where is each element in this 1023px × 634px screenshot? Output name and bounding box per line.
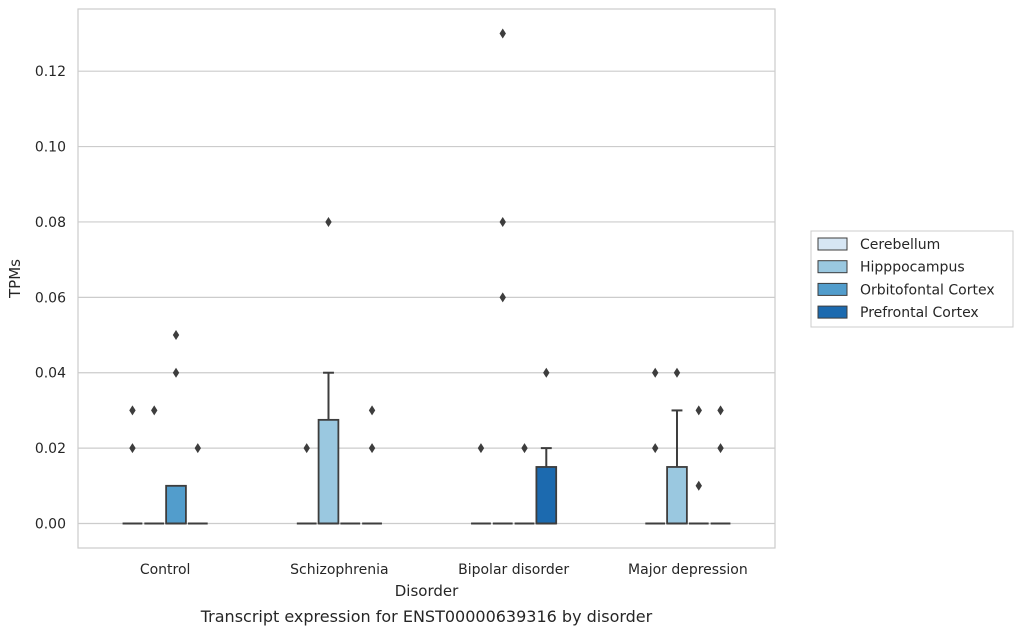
- box-hipppocampus: [666, 409, 688, 525]
- y-tick-label: 0.00: [35, 517, 66, 533]
- legend-swatch: [817, 282, 848, 296]
- legend-label: Orbitofontal Cortex: [860, 282, 995, 298]
- x-tick-label: Major depression: [628, 562, 748, 578]
- y-tick-label: 0.10: [35, 140, 66, 156]
- y-axis-title: TPMs: [6, 259, 24, 299]
- outlier-point: [368, 443, 376, 454]
- legend-label: Hipppocampus: [860, 260, 965, 276]
- grid-lines: [78, 70, 775, 525]
- outlier-point: [499, 216, 506, 227]
- y-tick-label: 0.12: [35, 64, 66, 80]
- outlier-point: [303, 443, 310, 454]
- outlier-point: [368, 405, 376, 416]
- legend: Cerebellum Hipppocampus Orbitofontal Corte…: [810, 230, 1014, 328]
- outlier-point: [499, 28, 506, 39]
- outlier-point: [129, 443, 136, 454]
- box-orbitofontal-cortex: [165, 484, 187, 525]
- legend-label: Cerebellum: [860, 237, 940, 253]
- outlier-point: [499, 292, 506, 303]
- outlier-point: [325, 216, 332, 227]
- x-axis-title: Disorder: [395, 582, 459, 600]
- outlier-point: [194, 443, 201, 454]
- plot-frame: [77, 8, 776, 549]
- y-tick-label: 0.08: [35, 215, 66, 231]
- box-hipppocampus: [317, 371, 340, 525]
- box-prefrontal-cortex: [535, 447, 558, 525]
- outlier-point: [652, 443, 659, 454]
- outliers: [129, 28, 724, 491]
- legend-label: Prefrontal Cortex: [860, 305, 979, 321]
- y-tick-labels: 0.00 0.02 0.04 0.06 0.08 0.10 0.12: [35, 64, 66, 532]
- outlier-point: [543, 367, 550, 378]
- outlier-point: [477, 443, 485, 454]
- legend-swatch: [817, 237, 848, 251]
- outlier-point: [695, 480, 702, 491]
- outlier-point: [129, 405, 136, 416]
- box-body: [666, 466, 688, 525]
- outlier-point: [172, 367, 180, 378]
- x-tick-label: Control: [140, 562, 191, 578]
- y-tick-label: 0.02: [35, 441, 66, 457]
- outlier-point: [673, 367, 681, 378]
- boxes: [122, 371, 731, 525]
- chart-caption: Transcript expression for ENST0000063931…: [200, 607, 653, 626]
- legend-swatch: [817, 305, 848, 319]
- x-tick-label: Schizophrenia: [290, 562, 388, 578]
- outlier-point: [521, 443, 528, 454]
- x-tick-labels: Control Schizophrenia Bipolar disorder Majo…: [140, 562, 748, 578]
- outlier-point: [652, 367, 659, 378]
- box-body: [317, 418, 340, 525]
- legend-swatch: [817, 260, 848, 274]
- box-body: [535, 466, 558, 525]
- outlier-point: [695, 405, 702, 416]
- x-tick-label: Bipolar disorder: [458, 562, 569, 578]
- y-tick-label: 0.04: [35, 366, 66, 382]
- outlier-point: [717, 443, 724, 454]
- box-body: [165, 484, 187, 525]
- y-tick-label: 0.06: [35, 290, 66, 306]
- outlier-point: [717, 405, 724, 416]
- outlier-point: [151, 405, 158, 416]
- outlier-point: [172, 330, 180, 341]
